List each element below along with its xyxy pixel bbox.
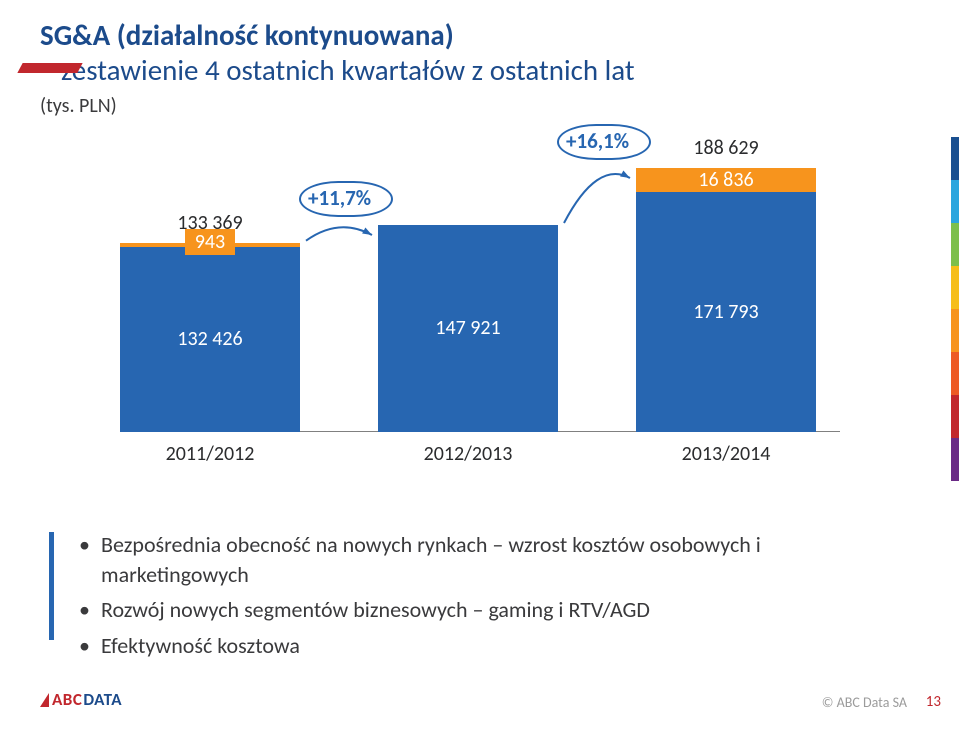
strip-segment: [951, 266, 959, 309]
bar-segment: 132 426: [120, 247, 300, 432]
growth-callout-label: +11,7%: [305, 185, 374, 211]
strip-segment: [951, 395, 959, 438]
bar-stack: 171 79316 836188 629: [636, 168, 816, 432]
bar-segment-label: 147 921: [435, 316, 500, 340]
strip-segment: [951, 180, 959, 223]
growth-arrow-icon: [560, 154, 642, 235]
title-line1: SG&A (działalność kontynuowana): [40, 17, 454, 53]
page-number: 13: [926, 693, 941, 711]
logo-abc: ABC: [52, 689, 82, 710]
bar-total-label: 188 629: [636, 136, 816, 160]
strip-segment: [951, 352, 959, 395]
growth-callout-label: +16,1%: [563, 128, 632, 154]
bar-segment-top: 943: [120, 243, 300, 247]
bar-column: 147 921: [378, 225, 558, 432]
bar-segment: 147 921: [378, 225, 558, 432]
sg-a-stacked-bar-chart: 132 426 943 133 369 2011/2012 147 921 2012/20…: [120, 140, 840, 470]
title-accent-skew: [17, 63, 82, 73]
bullets-accent-bar: [49, 532, 54, 640]
strip-segment: [951, 223, 959, 266]
category-label: 2012/2013: [378, 442, 558, 466]
bar-segment-label: 171 793: [693, 300, 758, 324]
strip-segment: [951, 137, 959, 180]
logo-triangle-icon: [40, 693, 49, 707]
logo-data: DATA: [83, 689, 122, 710]
category-label: 2011/2012: [120, 442, 300, 466]
slide-title: SG&A (działalność kontynuowana) – zestaw…: [40, 18, 635, 88]
bar-column: 132 426943133 369: [120, 243, 300, 432]
commentary-bullets: Bezpośrednia obecność na nowych rynkach …: [49, 524, 909, 667]
strip-segment: [951, 438, 959, 481]
bar-column: 171 79316 836188 629: [636, 168, 816, 432]
bar-stack: 132 426943133 369: [120, 243, 300, 432]
bullet-item: Efektywność kosztowa: [77, 631, 909, 661]
bar-segment: 16 836: [636, 168, 816, 192]
bullets-list: Bezpośrednia obecność na nowych rynkach …: [77, 530, 909, 661]
copyright-text: © ABC Data SA: [822, 694, 907, 711]
bar-segment-label: 16 836: [698, 168, 753, 192]
bullet-item: Rozwój nowych segmentów biznesowych – ga…: [77, 595, 909, 625]
bar-segment: 171 793: [636, 192, 816, 433]
bar-segment-label: 132 426: [177, 327, 242, 351]
brand-color-strip: [951, 137, 959, 481]
category-label: 2013/2014: [636, 442, 816, 466]
bar-total-label: 133 369: [120, 211, 300, 235]
strip-segment: [951, 309, 959, 352]
bullet-item: Bezpośrednia obecność na nowych rynkach …: [77, 530, 909, 589]
bar-stack: 147 921: [378, 225, 558, 432]
title-line2: – zestawienie 4 ostatnich kwartałów z os…: [40, 52, 635, 88]
logo-abcdata: ABCDATA: [40, 689, 122, 712]
unit-subtitle: (tys. PLN): [40, 94, 117, 118]
growth-arrow-icon: [302, 211, 384, 253]
